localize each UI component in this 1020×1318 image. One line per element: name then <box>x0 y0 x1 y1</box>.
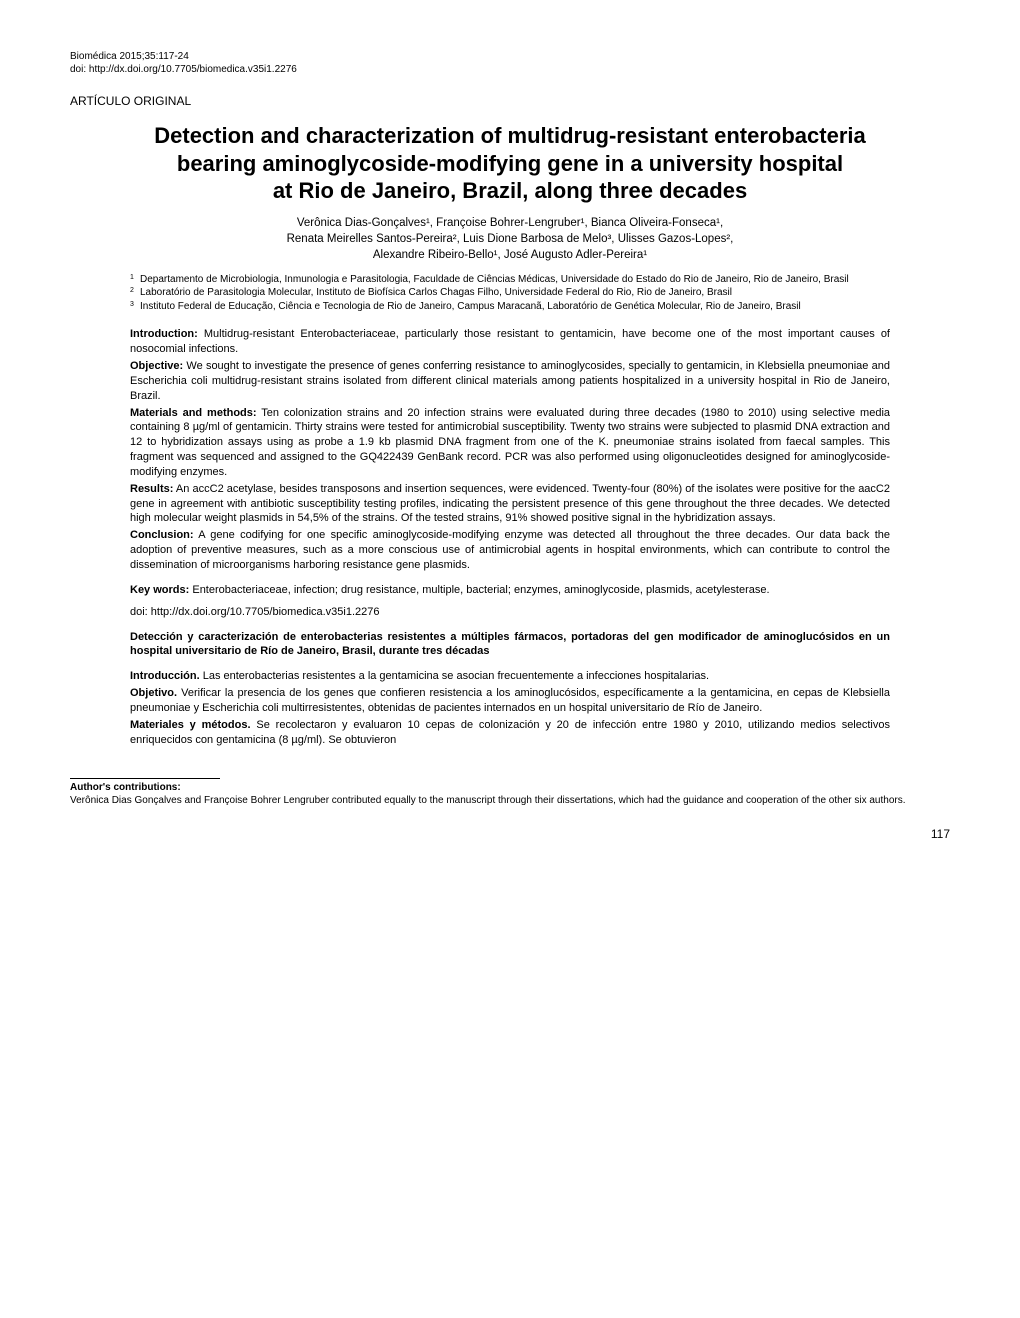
section-head: Objective: <box>130 360 183 372</box>
section-head: Materials and methods: <box>130 407 257 419</box>
abstract-spanish: Introducción. Las enterobacterias resist… <box>130 669 890 747</box>
affiliations: 1 Departamento de Microbiologia, Inmunol… <box>130 273 890 314</box>
section-body: Verificar la presencia de los genes que … <box>130 687 890 714</box>
header-meta: Biomédica 2015;35:117-24 doi: http://dx.… <box>70 50 950 76</box>
affiliation-row: 1 Departamento de Microbiologia, Inmunol… <box>130 273 890 287</box>
header-doi: doi: http://dx.doi.org/10.7705/biomedica… <box>70 63 950 76</box>
contrib-body: Verônica Dias Gonçalves and Françoise Bo… <box>70 794 950 807</box>
doi-link: doi: http://dx.doi.org/10.7705/biomedica… <box>130 606 890 618</box>
abstract-introduction: Introduction: Multidrug-resistant Entero… <box>130 327 890 357</box>
page-number: 117 <box>70 827 950 841</box>
abstract-materials: Materials and methods: Ten colonization … <box>130 406 890 480</box>
article-title: Detection and characterization of multid… <box>70 122 950 205</box>
section-head: Conclusion: <box>130 529 194 541</box>
authors-line: Renata Meirelles Santos-Pereira², Luis D… <box>287 233 734 245</box>
affiliation-row: 3 Instituto Federal de Educação, Ciência… <box>130 300 890 314</box>
spanish-title: Detección y caracterización de enterobac… <box>130 630 890 660</box>
authors-line: Verônica Dias-Gonçalves¹, Françoise Bohr… <box>297 217 723 229</box>
affil-number: 1 <box>130 273 140 287</box>
affil-number: 3 <box>130 300 140 314</box>
abstract-english: Introduction: Multidrug-resistant Entero… <box>130 327 890 573</box>
article-type: ARTÍCULO ORIGINAL <box>70 94 950 108</box>
keywords-english: Key words: Enterobacteriaceae, infection… <box>130 583 890 598</box>
section-body: Las enterobacterias resistentes a la gen… <box>200 670 709 682</box>
section-body: We sought to investigate the presence of… <box>130 360 890 402</box>
section-head: Introducción. <box>130 670 200 682</box>
section-head: Objetivo. <box>130 687 177 699</box>
abstract-es-intro: Introducción. Las enterobacterias resist… <box>130 669 890 684</box>
affil-text: Departamento de Microbiologia, Inmunolog… <box>140 273 890 287</box>
affil-number: 2 <box>130 286 140 300</box>
section-body: Multidrug-resistant Enterobacteriaceae, … <box>130 328 890 355</box>
section-head: Introduction: <box>130 328 198 340</box>
section-body: A gene codifying for one specific aminog… <box>130 529 890 571</box>
author-contributions: Author's contributions: Verônica Dias Go… <box>70 781 950 807</box>
keywords-body: Enterobacteriaceae, infection; drug resi… <box>189 584 769 596</box>
abstract-es-objective: Objetivo. Verificar la presencia de los … <box>130 686 890 716</box>
authors-block: Verônica Dias-Gonçalves¹, Françoise Bohr… <box>70 215 950 263</box>
affiliation-row: 2 Laboratório de Parasitologia Molecular… <box>130 286 890 300</box>
abstract-conclusion: Conclusion: A gene codifying for one spe… <box>130 528 890 573</box>
authors-line: Alexandre Ribeiro-Bello¹, José Augusto A… <box>373 249 647 261</box>
contrib-head: Author's contributions: <box>70 781 950 794</box>
title-line: at Rio de Janeiro, Brazil, along three d… <box>273 178 747 203</box>
abstract-es-materials: Materiales y métodos. Se recolectaron y … <box>130 718 890 748</box>
title-line: Detection and characterization of multid… <box>154 123 865 148</box>
section-head: Results: <box>130 483 173 495</box>
contrib-divider <box>70 778 220 779</box>
journal-citation: Biomédica 2015;35:117-24 <box>70 50 950 63</box>
title-line: bearing aminoglycoside-modifying gene in… <box>177 151 843 176</box>
abstract-results: Results: An accC2 acetylase, besides tra… <box>130 482 890 527</box>
abstract-objective: Objective: We sought to investigate the … <box>130 359 890 404</box>
section-head: Materiales y métodos. <box>130 719 251 731</box>
affil-text: Instituto Federal de Educação, Ciência e… <box>140 300 890 314</box>
keywords-head: Key words: <box>130 584 189 596</box>
section-body: An accC2 acetylase, besides transposons … <box>130 483 890 525</box>
affil-text: Laboratório de Parasitologia Molecular, … <box>140 286 890 300</box>
